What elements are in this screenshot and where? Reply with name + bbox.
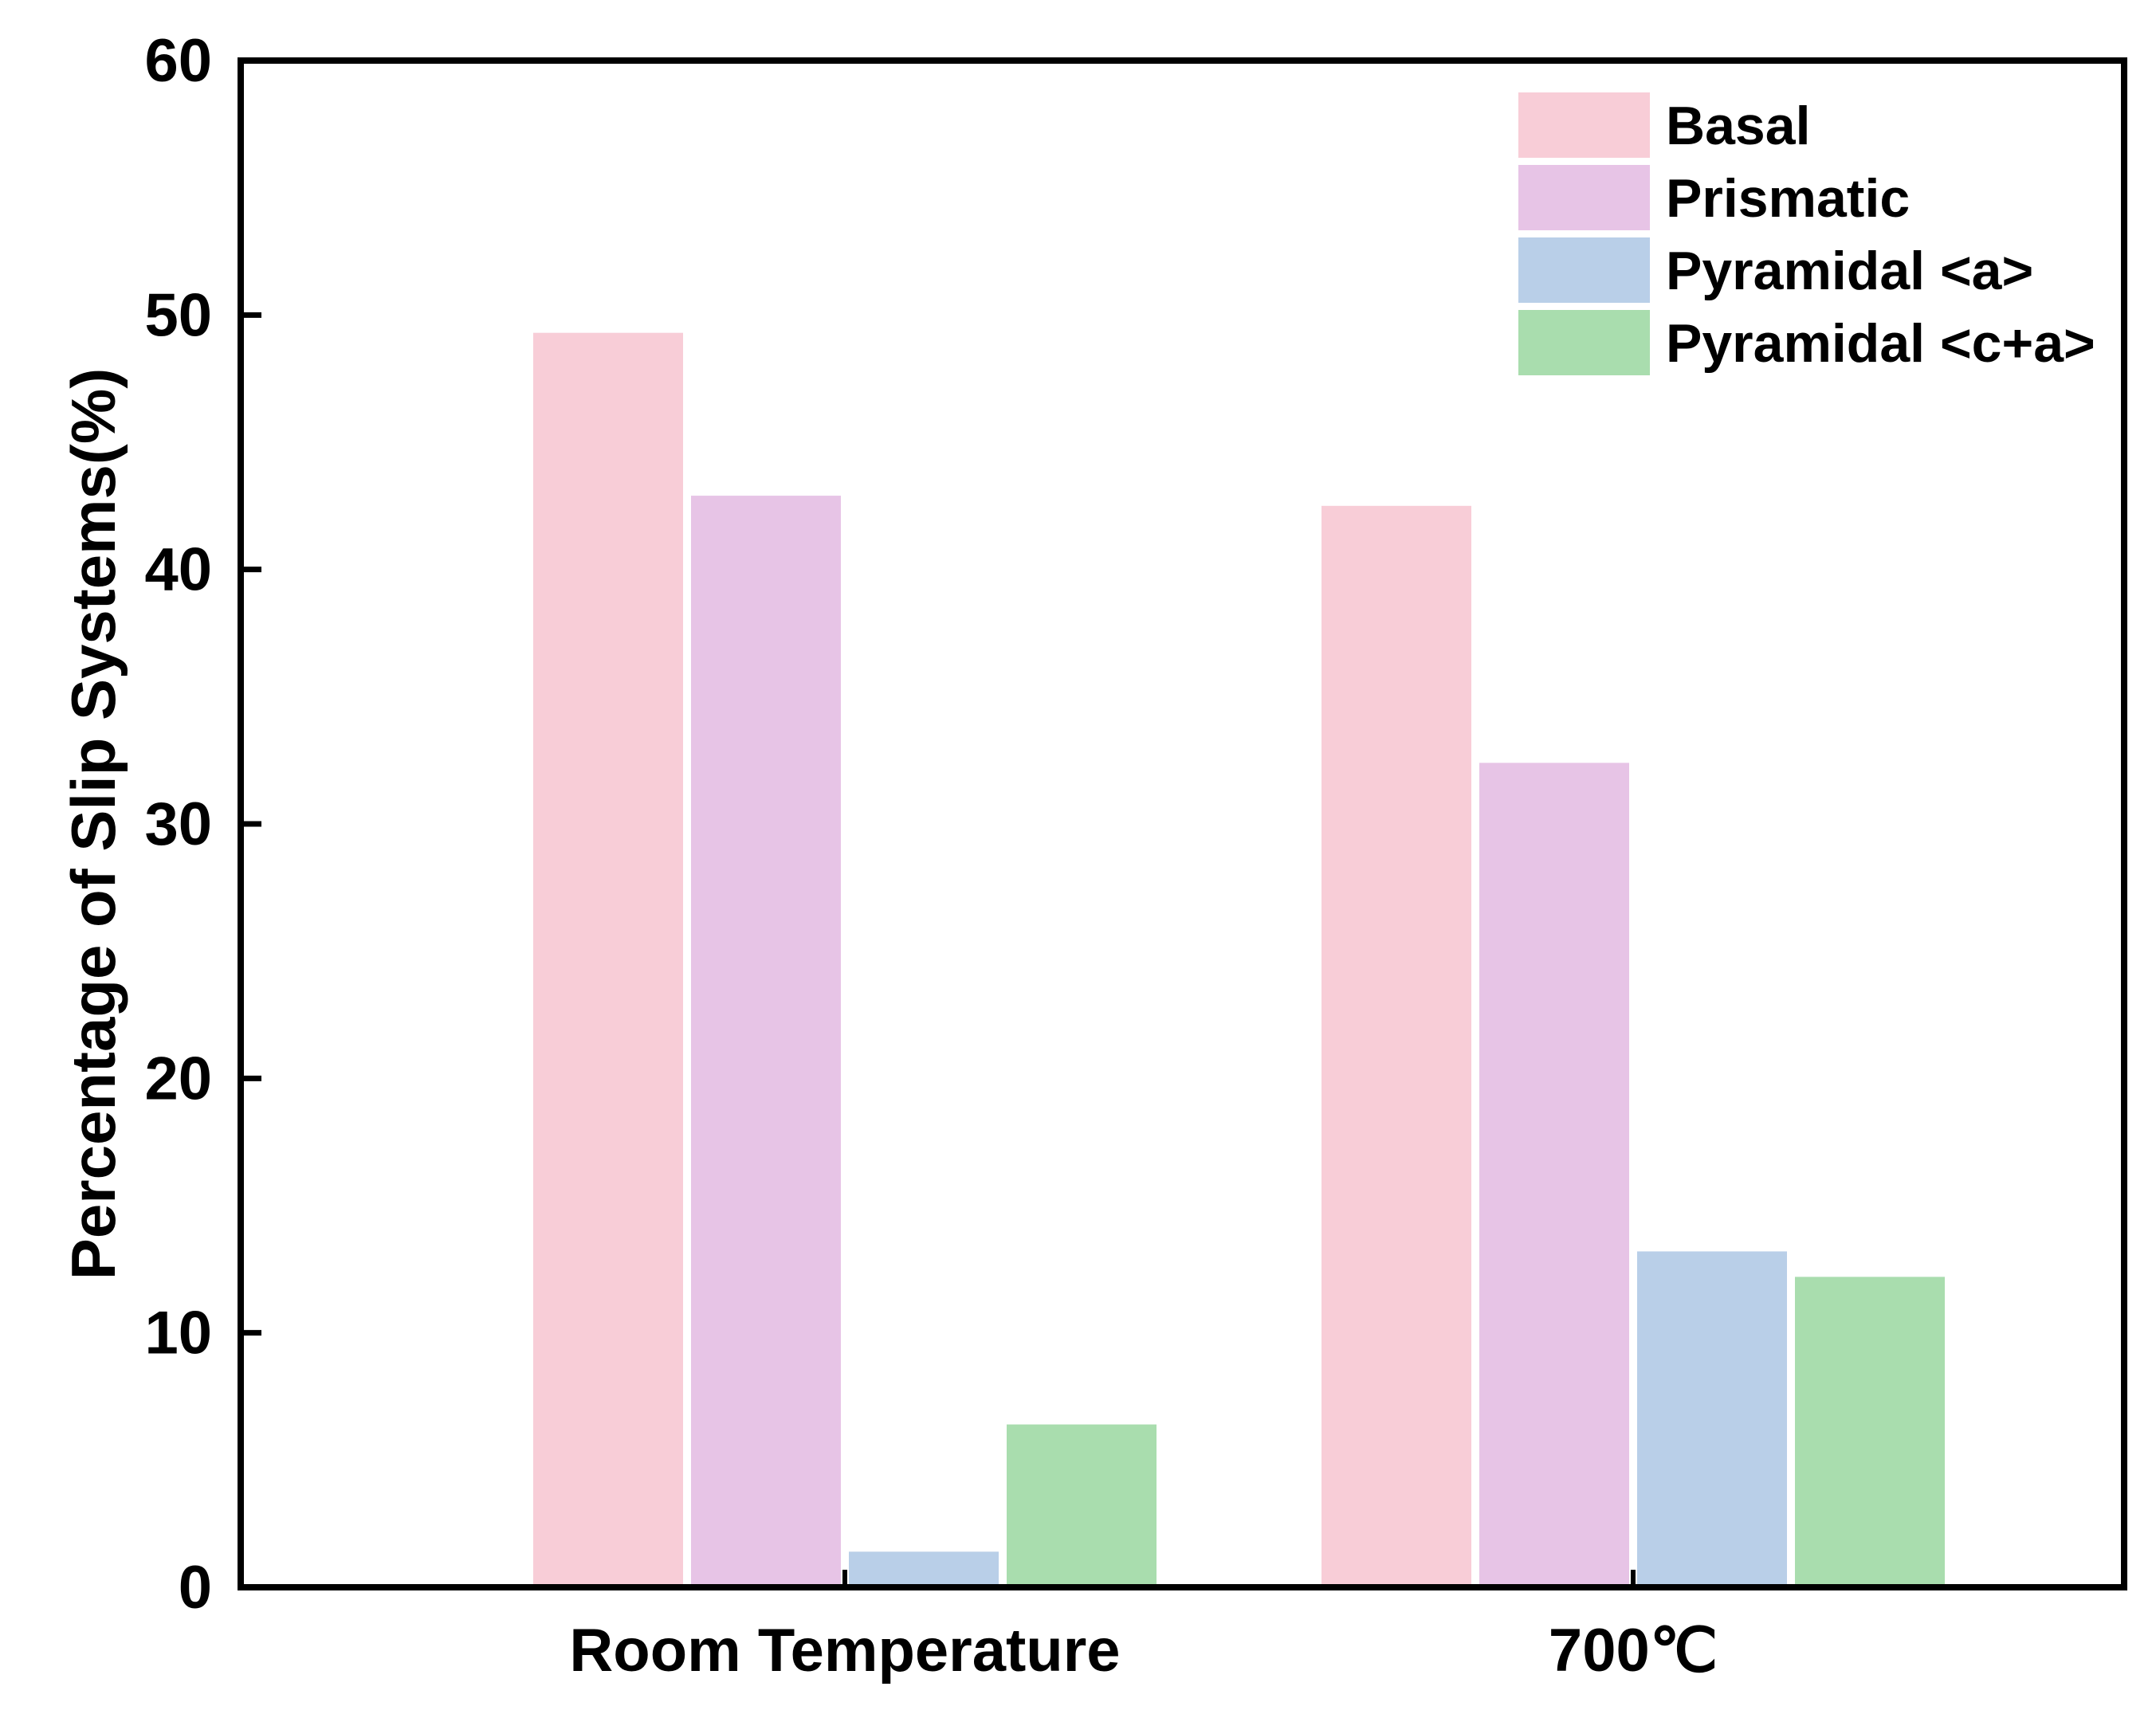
- y-tick-label: 20: [144, 1045, 212, 1112]
- legend-label: Pyramidal <a>: [1666, 241, 2033, 301]
- y-axis-ticks: 0 10 20 30 40 50 60: [144, 27, 261, 1622]
- bar-pyramidal-a-1: [1637, 1251, 1787, 1587]
- y-tick-label: 30: [144, 790, 212, 858]
- bar-prismatic-1: [1479, 763, 1629, 1587]
- legend-label: Pyramidal <c+a>: [1666, 313, 2095, 374]
- y-axis-title: Percentage of Slip Systems(%): [58, 368, 128, 1280]
- bars-group: [533, 332, 1945, 1588]
- legend-swatch: [1518, 92, 1650, 158]
- bar-pyramidal-c-a-0: [1007, 1424, 1157, 1587]
- bar-basal-1: [1321, 505, 1471, 1588]
- x-axis-ticks: Room Temperature 700℃: [569, 1570, 1718, 1685]
- bar-pyramidal-a-0: [849, 1551, 999, 1587]
- bar-pyramidal-c-a-1: [1795, 1277, 1945, 1587]
- legend: Basal Prismatic Pyramidal <a> Pyramidal <c+…: [1518, 92, 2095, 375]
- bar-prismatic-0: [691, 496, 841, 1587]
- x-tick-label: 700℃: [1549, 1617, 1718, 1685]
- y-tick-label: 40: [144, 536, 212, 604]
- legend-swatch: [1518, 310, 1650, 375]
- x-tick-label: Room Temperature: [569, 1617, 1120, 1685]
- y-tick-label: 10: [144, 1300, 212, 1367]
- bar-basal-0: [533, 332, 683, 1588]
- y-tick-label: 0: [179, 1554, 212, 1622]
- y-tick-label: 50: [144, 281, 212, 349]
- legend-label: Prismatic: [1666, 168, 1910, 229]
- legend-label: Basal: [1666, 96, 1810, 156]
- legend-swatch: [1518, 237, 1650, 303]
- legend-swatch: [1518, 165, 1650, 230]
- y-tick-label: 60: [144, 27, 212, 95]
